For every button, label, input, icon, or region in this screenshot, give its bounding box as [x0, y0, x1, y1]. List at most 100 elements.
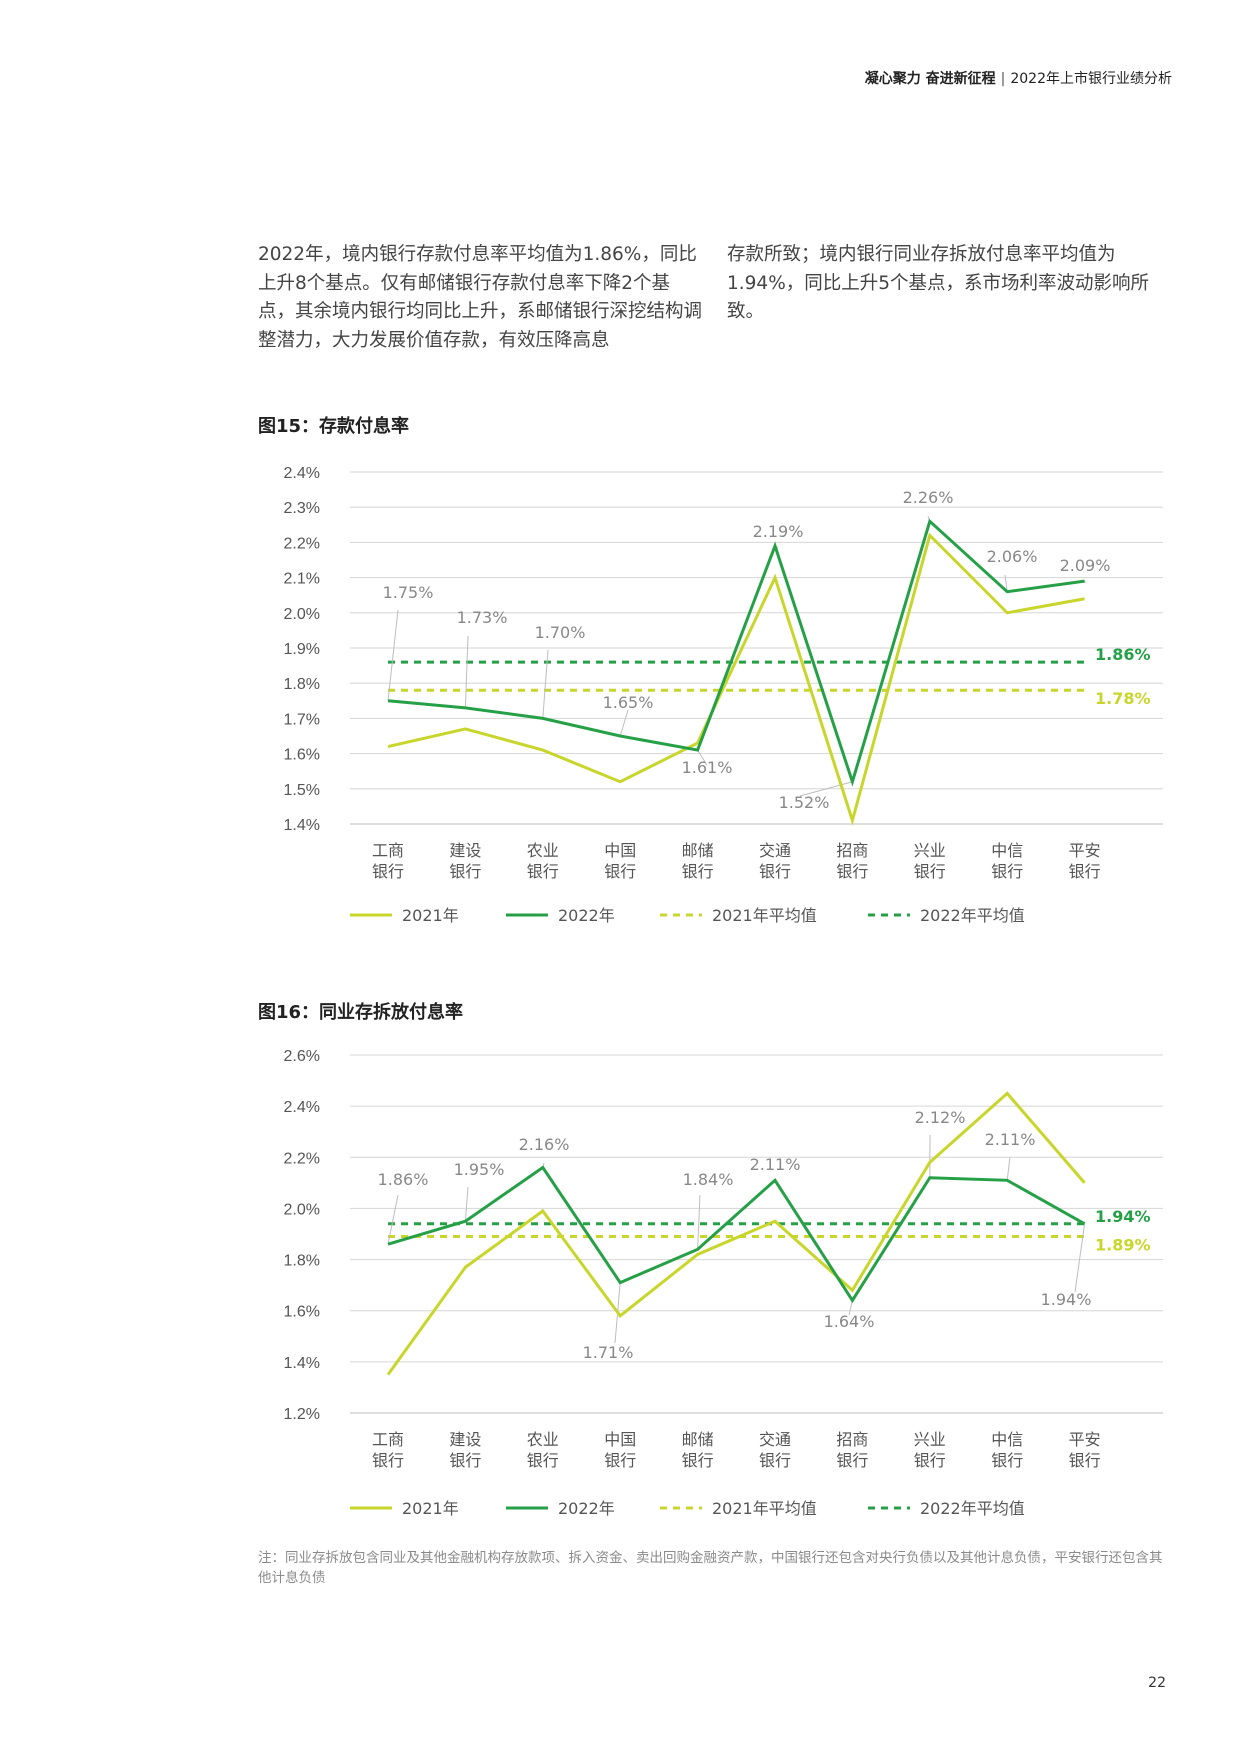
x-tick-label: 兴业银行 — [914, 841, 946, 881]
label-leader — [1004, 574, 1008, 592]
body-paragraph-right: 存款所致；境内银行同业存拆放付息率平均值为1.94%，同比上升5个基点，系市场利… — [727, 244, 1150, 322]
x-tick-label: 中国银行 — [604, 841, 636, 881]
x-tick-label: 邮储银行 — [682, 1430, 714, 1470]
x-tick-label: 招商银行 — [836, 1430, 868, 1470]
x-tick-label: 中国银行 — [604, 1430, 636, 1470]
data-label: 2.12% — [915, 1108, 966, 1127]
label-leader — [387, 609, 399, 701]
footnote: 注：同业存拆放包含同业及其他金融机构存放款项、拆入资金、卖出回购金融资产款，中国… — [258, 1550, 1163, 1586]
average-label: 1.78% — [1095, 689, 1151, 708]
chart-16-title: 图16：同业存拆放付息率 — [258, 1002, 464, 1023]
series-line — [387, 532, 1085, 826]
legend-label: 2022年平均值 — [920, 906, 1025, 925]
data-label: 1.73% — [457, 608, 508, 627]
chart-15-deposit-rate: 2.4% 2.3% 2.2% 2.1% 2.0% 1.9% 1.8% 1.7% 1.6% 1.5%… — [284, 465, 1163, 925]
x-tick-label: 建设银行 — [449, 841, 481, 881]
average-label: 1.86% — [1095, 645, 1151, 664]
page-header: 凝心聚力 奋进新征程 | 2022年上市银行业绩分析 — [865, 68, 1172, 88]
x-tick-label: 工商银行 — [372, 1430, 404, 1470]
series-line — [387, 518, 1085, 787]
data-label: 1.70% — [535, 623, 586, 642]
y-tick-label: 1.8% — [284, 676, 320, 693]
legend-label: 2022年 — [558, 906, 615, 925]
y-tick-label: 2.0% — [284, 1201, 320, 1218]
legend-label: 2022年 — [558, 1499, 615, 1518]
label-leader — [464, 1186, 469, 1222]
data-label: 2.11% — [985, 1130, 1036, 1149]
legend-label: 2021年平均值 — [712, 1499, 817, 1518]
y-tick-label: 2.4% — [284, 1099, 320, 1116]
label-leader — [464, 635, 469, 708]
legend-label: 2021年平均值 — [712, 906, 817, 925]
y-tick-label: 1.4% — [284, 817, 320, 834]
data-label: 2.09% — [1060, 556, 1111, 575]
label-leader — [848, 1300, 853, 1316]
x-tick-label: 招商银行 — [836, 841, 868, 881]
label-leader — [619, 709, 629, 737]
data-label: 1.95% — [454, 1160, 505, 1179]
data-label: 1.61% — [682, 758, 733, 777]
y-tick-label: 2.0% — [284, 606, 320, 623]
label-leader — [799, 781, 853, 797]
y-tick-label: 1.4% — [284, 1355, 320, 1372]
label-leader — [387, 1194, 399, 1245]
average-label: 1.89% — [1095, 1236, 1151, 1255]
chart-16-interbank-rate: 2.6% 2.4% 2.2% 2.0% 1.8% 1.6% 1.4% 1.2% 工商银行 建设银行… — [284, 1048, 1163, 1518]
page-number: 22 — [1148, 1675, 1166, 1691]
label-leader — [697, 1194, 701, 1250]
label-leader — [1074, 1223, 1086, 1293]
data-label: 1.64% — [824, 1312, 875, 1331]
x-tick-label: 兴业银行 — [914, 1430, 946, 1470]
y-tick-label: 1.6% — [284, 1304, 320, 1321]
y-tick-label: 1.8% — [284, 1253, 320, 1270]
y-tick-label: 1.2% — [284, 1406, 320, 1423]
x-tick-label: 中信银行 — [991, 1430, 1023, 1470]
data-label: 1.52% — [779, 793, 830, 812]
x-tick-label: 中信银行 — [991, 841, 1023, 881]
data-label: 1.75% — [383, 583, 434, 602]
y-tick-label: 1.6% — [284, 747, 320, 764]
data-label: 1.84% — [683, 1170, 734, 1189]
label-leader — [542, 649, 549, 719]
average-label: 1.94% — [1095, 1207, 1151, 1226]
legend-label: 2022年平均值 — [920, 1499, 1025, 1518]
data-label: 1.94% — [1041, 1290, 1092, 1309]
x-tick-label: 建设银行 — [449, 1430, 481, 1470]
x-tick-label: 平安银行 — [1069, 1430, 1101, 1470]
data-label: 2.11% — [750, 1155, 801, 1174]
y-tick-label: 1.5% — [284, 782, 320, 799]
header-separator: | — [1000, 71, 1006, 87]
data-label: 1.65% — [603, 693, 654, 712]
x-tick-label: 交通银行 — [759, 1430, 791, 1470]
y-tick-label: 2.3% — [284, 500, 320, 517]
x-tick-label: 邮储银行 — [682, 841, 714, 881]
x-tick-label: 平安银行 — [1069, 841, 1101, 881]
x-tick-label: 农业银行 — [527, 841, 559, 881]
y-tick-label: 1.7% — [284, 711, 320, 728]
legend-label: 2021年 — [402, 1499, 459, 1518]
y-tick-label: 2.2% — [284, 1150, 320, 1167]
x-tick-label: 农业银行 — [527, 1430, 559, 1470]
body-paragraph-left: 2022年，境内银行存款付息率平均值为1.86%，同比上升8个基点。仅有邮储银行… — [258, 244, 703, 351]
header-report-title: 2022年上市银行业绩分析 — [1010, 71, 1172, 87]
x-tick-label: 交通银行 — [759, 841, 791, 881]
series-line — [386, 1091, 1086, 1376]
y-tick-label: 2.2% — [284, 535, 320, 552]
y-tick-label: 2.6% — [284, 1048, 320, 1065]
label-leader — [697, 749, 708, 766]
data-label: 2.16% — [519, 1135, 570, 1154]
y-tick-label: 1.9% — [284, 641, 320, 658]
data-label: 2.06% — [987, 547, 1038, 566]
chart-15-title: 图15：存款付息率 — [258, 416, 410, 437]
data-label: 1.71% — [583, 1343, 634, 1362]
x-tick-label: 工商银行 — [372, 841, 404, 881]
y-tick-label: 2.1% — [284, 571, 320, 588]
data-label: 2.19% — [753, 522, 804, 541]
y-tick-label: 2.4% — [284, 465, 320, 482]
header-slogan: 凝心聚力 奋进新征程 — [864, 71, 996, 87]
data-label: 1.86% — [378, 1170, 429, 1189]
legend-label: 2021年 — [402, 906, 459, 925]
data-label: 2.26% — [903, 488, 954, 507]
series-line — [387, 1165, 1086, 1304]
label-leader — [1006, 1156, 1011, 1181]
